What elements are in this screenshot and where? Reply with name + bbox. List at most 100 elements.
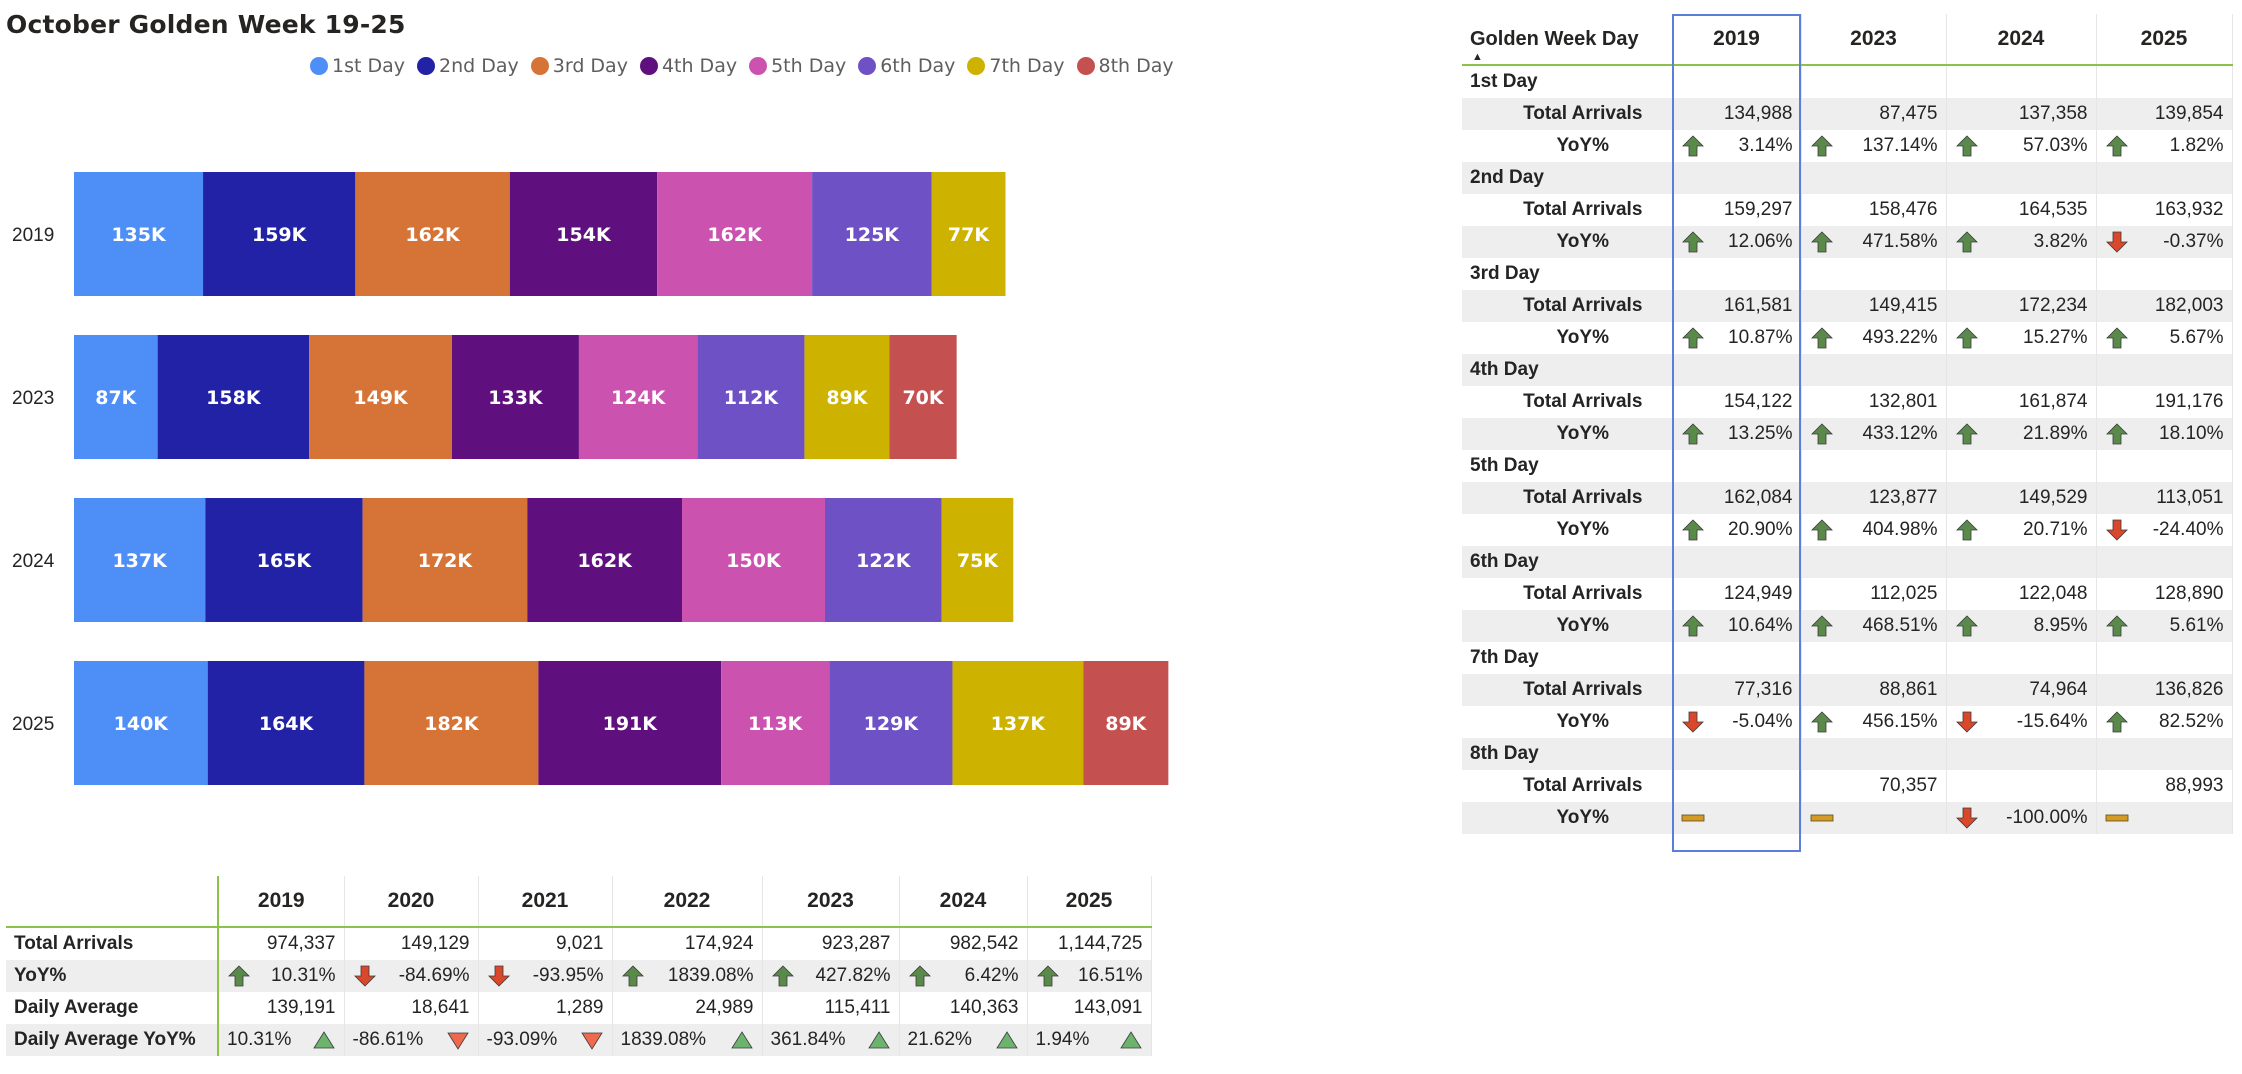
bar-segment[interactable] — [931, 172, 1006, 296]
bar-segment[interactable] — [74, 498, 206, 622]
triangle-up-icon — [730, 1028, 754, 1052]
year-column-header[interactable]: 2019 — [1672, 14, 1802, 66]
bar-data-label: 172K — [418, 550, 474, 572]
year-column-header[interactable]: 2025 — [2096, 14, 2233, 66]
bar-segment[interactable] — [309, 335, 452, 459]
yoy-value: 12.06% — [1728, 231, 1793, 252]
bar-segment[interactable] — [157, 335, 310, 459]
summary-value: 1.94% — [1035, 1029, 1090, 1050]
empty-cell — [1946, 546, 2097, 578]
metric-label: Total Arrivals — [1462, 674, 1673, 706]
bar-data-label: 150K — [726, 550, 782, 572]
legend-color-swatch — [639, 57, 658, 75]
legend-color-swatch — [530, 57, 549, 75]
bar-segment[interactable] — [578, 335, 698, 459]
day-column-header[interactable]: Golden Week Day ▲ — [1462, 14, 1673, 66]
bar-segment[interactable] — [697, 335, 805, 459]
y-axis-tick-label: 2019 — [12, 225, 54, 246]
bar-segment[interactable] — [952, 661, 1084, 785]
yoy-value: 468.51% — [1862, 615, 1938, 636]
day-name: 7th Day — [1462, 642, 1673, 674]
up-arrow-icon — [1681, 614, 1705, 638]
empty-cell — [2096, 258, 2233, 290]
bar-segment[interactable] — [203, 172, 356, 296]
summary-value: 140,363 — [899, 992, 1028, 1024]
bar-segment[interactable] — [207, 661, 365, 785]
yoy-value: 18.10% — [2159, 423, 2224, 444]
day-name: 3rd Day — [1462, 258, 1673, 290]
empty-cell — [1946, 642, 2097, 674]
arrivals-value: 139,854 — [2096, 98, 2233, 130]
metric-label: Total Arrivals — [6, 927, 219, 960]
year-column-header[interactable]: 2023 — [762, 876, 900, 928]
bar-segment[interactable] — [941, 498, 1014, 622]
legend-item[interactable]: 7th Day — [967, 55, 1065, 77]
summary-cell: 1839.08% — [612, 960, 763, 992]
yoy-value: -24.40% — [2152, 519, 2224, 540]
bar-segment[interactable] — [451, 335, 579, 459]
bar-segment[interactable] — [812, 172, 932, 296]
metric-label: YoY% — [1462, 610, 1673, 642]
bar-segment[interactable] — [1083, 661, 1169, 785]
bar-segment[interactable] — [355, 172, 510, 296]
bar-segment[interactable] — [682, 498, 825, 622]
bar-data-label: 129K — [864, 713, 920, 735]
legend-item[interactable]: 2nd Day — [417, 55, 519, 77]
day-breakdown-table: Golden Week Day ▲ 2019 2023 2024 2025 1s… — [1462, 14, 2233, 834]
bar-segment[interactable] — [538, 661, 722, 785]
metric-label: YoY% — [1462, 706, 1673, 738]
year-column-header[interactable]: 2022 — [612, 876, 763, 928]
legend-label: 6th Day — [880, 55, 956, 77]
bar-segment[interactable] — [721, 661, 830, 785]
bar-segment[interactable] — [74, 335, 158, 459]
legend-item[interactable]: 1st Day — [310, 55, 405, 77]
bar-data-label: 112K — [724, 387, 780, 409]
bar-data-label: 191K — [603, 713, 659, 735]
bar-segment[interactable] — [889, 335, 957, 459]
day-group-row: 2nd Day — [1462, 162, 2233, 194]
yoy-cell: 404.98% — [1801, 514, 1947, 546]
summary-value: 21.62% — [907, 1029, 972, 1050]
legend-item[interactable]: 8th Day — [1076, 55, 1174, 77]
bar-data-label: 122K — [856, 550, 912, 572]
summary-cell: 10.31% — [218, 960, 345, 992]
legend-item[interactable]: 5th Day — [749, 55, 846, 77]
summary-value: 139,191 — [218, 992, 345, 1024]
bar-segment[interactable] — [657, 172, 813, 296]
empty-cell — [1672, 162, 1802, 194]
year-column-header[interactable]: 2024 — [1946, 14, 2097, 66]
year-column-header[interactable]: 2025 — [1027, 876, 1152, 928]
bar-segment[interactable] — [74, 172, 204, 296]
bar-segment[interactable] — [74, 661, 208, 785]
legend-item[interactable]: 6th Day — [858, 55, 955, 77]
bar-segment[interactable] — [205, 498, 363, 622]
yoy-cell: 20.90% — [1672, 514, 1802, 546]
summary-value: 6.42% — [964, 965, 1019, 986]
bar-segment[interactable] — [804, 335, 890, 459]
chart-title: October Golden Week 19-25 — [6, 10, 406, 39]
metric-label: Total Arrivals — [1462, 578, 1673, 610]
empty-cell — [1946, 450, 2097, 482]
bar-segment[interactable] — [362, 498, 528, 622]
empty-cell — [1801, 642, 1947, 674]
bar-segment[interactable] — [829, 661, 953, 785]
empty-cell — [1801, 162, 1947, 194]
yoy-cell: 5.67% — [2096, 322, 2233, 354]
yoy-value: 137.14% — [1862, 135, 1938, 156]
bar-segment[interactable] — [509, 172, 658, 296]
year-column-header[interactable]: 2024 — [899, 876, 1028, 928]
year-column-header[interactable]: 2023 — [1801, 14, 1947, 66]
bar-segment[interactable] — [527, 498, 683, 622]
legend-item[interactable]: 3rd Day — [530, 55, 628, 77]
year-column-header[interactable]: 2020 — [344, 876, 479, 928]
bar-data-label: 162K — [405, 224, 461, 246]
bar-data-label: 154K — [556, 224, 612, 246]
legend-label: 5th Day — [771, 55, 847, 77]
year-column-header[interactable]: 2019 — [218, 876, 345, 928]
bar-segment[interactable] — [364, 661, 539, 785]
summary-cell: 10.31% — [218, 1024, 345, 1056]
bar-segment[interactable] — [824, 498, 942, 622]
year-column-header[interactable]: 2021 — [478, 876, 613, 928]
legend-item[interactable]: 4th Day — [639, 55, 737, 77]
sort-ascending-icon[interactable]: ▲ — [1472, 51, 1483, 63]
